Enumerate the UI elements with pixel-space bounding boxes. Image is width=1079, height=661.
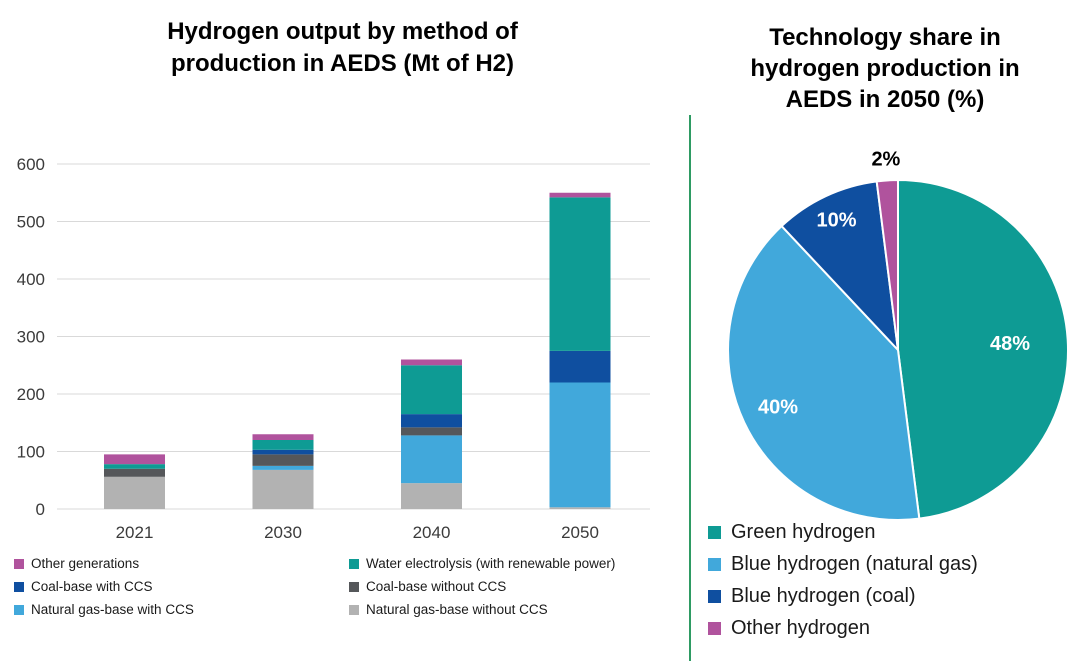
bar-chart-title-line2: production in AEDS (Mt of H2) (170, 50, 515, 77)
legend-label: Blue hydrogen (coal) (731, 585, 916, 607)
legend-swatch (708, 622, 721, 635)
bar-segment (549, 507, 611, 509)
pie-slice (875, 179, 899, 351)
legend-item: Blue hydrogen (coal) (708, 585, 1068, 608)
bar-segment (104, 476, 165, 509)
legend-item: Coal-base with CCS (14, 579, 194, 594)
legend-label: Other hydrogen (731, 617, 870, 639)
x-tick-label: 2050 (561, 523, 599, 542)
bar-segment (252, 434, 314, 440)
pie-chart: 48% 40% 10% 2% (727, 148, 1070, 521)
y-tick-label: 500 (17, 213, 45, 232)
legend-item: Water electrolysis (with renewable power… (349, 556, 615, 571)
bar-segment (549, 192, 611, 198)
legend-label: Coal-base without CCS (366, 579, 507, 594)
y-tick-label: 400 (17, 270, 45, 289)
x-tick-label: 2021 (116, 523, 154, 542)
pie-data-label: 48% (990, 333, 1030, 355)
legend-item: Other generations (14, 556, 194, 571)
bar-segment (252, 469, 314, 509)
legend-swatch (349, 581, 359, 592)
legend-label: Green hydrogen (731, 521, 876, 543)
pie-slice (780, 180, 899, 351)
bar-segment (401, 414, 462, 428)
bar-segment (252, 449, 314, 455)
bar-segment (401, 365, 462, 415)
y-tick-label: 0 (36, 500, 45, 519)
pie-chart-title-line1: Technology share in (769, 24, 1001, 51)
section-divider (689, 115, 691, 661)
legend-swatch (14, 558, 24, 569)
pie-chart-title-line2: hydrogen production in (750, 55, 1020, 82)
legend-item: Other hydrogen (708, 617, 1068, 640)
legend-swatch (349, 558, 359, 569)
legend-label: Natural gas-base without CCS (366, 602, 548, 617)
legend-item: Blue hydrogen (natural gas) (708, 553, 1068, 576)
y-tick-label: 300 (17, 328, 45, 347)
bar-segment (252, 440, 314, 450)
stacked-bar-chart: 600 500 400 300 200 100 0 2021 2030 2040 2050 (17, 155, 650, 542)
legend-item: Natural gas-base with CCS (14, 602, 194, 617)
pie-data-label: 10% (816, 209, 856, 231)
bar-segment (549, 197, 611, 351)
bar-legend-column: Water electrolysis (with renewable power… (349, 556, 615, 625)
bar-chart-title-line1: Hydrogen output by method of (167, 18, 518, 45)
legend-swatch (349, 604, 359, 615)
bar-segment (401, 483, 462, 509)
legend-label: Natural gas-base with CCS (31, 602, 194, 617)
pie-chart-legend: Green hydrogen Blue hydrogen (natural gas… (708, 521, 1068, 649)
pie-chart-title-line3: AEDS in 2050 (%) (785, 86, 985, 113)
legend-label: Other generations (31, 556, 140, 571)
legend-item: Natural gas-base without CCS (349, 602, 615, 617)
legend-swatch (708, 526, 721, 539)
y-tick-label: 100 (17, 443, 45, 462)
legend-swatch (708, 558, 721, 571)
x-tick-label: 2030 (264, 523, 302, 542)
pie-data-label: 2% (871, 148, 900, 170)
legend-label: Blue hydrogen (natural gas) (731, 553, 978, 575)
bar-segment (104, 454, 165, 465)
bar-chart-legend: Other generations Coal-base with CCS Natur… (0, 552, 690, 632)
pie-chart-title: Technology share in hydrogen production … (700, 22, 1070, 115)
x-tick-label: 2040 (413, 523, 451, 542)
legend-swatch (708, 590, 721, 603)
bar-segment (104, 468, 165, 477)
legend-item: Green hydrogen (708, 521, 1068, 544)
legend-swatch (14, 581, 24, 592)
pie-slice (727, 225, 921, 521)
bar-segment (401, 359, 462, 366)
y-tick-label: 200 (17, 385, 45, 404)
legend-label: Coal-base with CCS (31, 579, 153, 594)
legend-item: Coal-base without CCS (349, 579, 615, 594)
pie-data-label: 40% (758, 397, 798, 419)
bar-segment (401, 435, 462, 484)
bar-segment (549, 382, 611, 508)
pie-slice (897, 179, 1070, 520)
legend-swatch (14, 604, 24, 615)
legend-label: Water electrolysis (with renewable power… (366, 556, 616, 571)
bar-segment (252, 465, 314, 470)
y-tick-label: 600 (17, 155, 45, 174)
bar-segment (401, 427, 462, 436)
bar-legend-column: Other generations Coal-base with CCS Natur… (14, 556, 194, 625)
bar-segment (549, 350, 611, 383)
bar-segment (252, 454, 314, 466)
bar-segment (104, 464, 165, 469)
bar-chart-title: Hydrogen output by method of production … (40, 16, 645, 80)
